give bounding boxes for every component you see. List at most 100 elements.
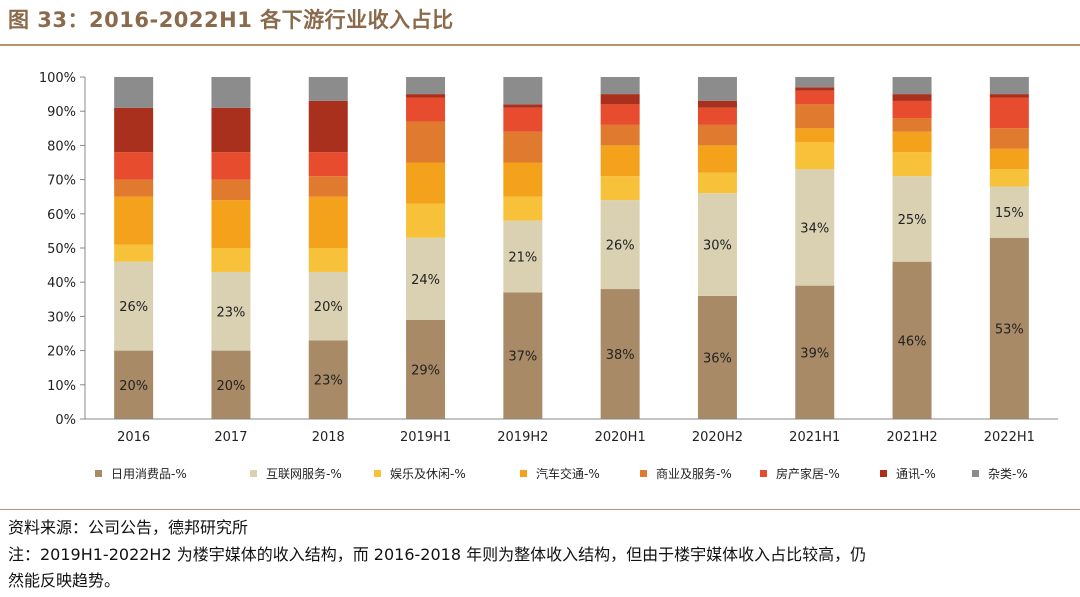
bar-segment xyxy=(600,145,640,177)
source-note: 资料来源：公司公告，德邦研究所 xyxy=(8,518,249,537)
data-label: 20% xyxy=(216,379,245,394)
bar-segment xyxy=(892,94,932,101)
x-tick-label: 2021H2 xyxy=(886,430,937,445)
legend-swatch xyxy=(95,470,102,477)
bar-segment xyxy=(503,104,543,108)
bar-segment xyxy=(697,124,737,146)
bar-segment xyxy=(795,141,835,170)
data-label: 20% xyxy=(314,300,343,315)
bar-segment xyxy=(795,104,835,129)
bar-segment xyxy=(892,100,932,119)
bar-segment xyxy=(600,77,640,95)
x-tick-label: 2019H1 xyxy=(400,430,451,445)
bar-segment xyxy=(308,100,348,153)
bar-segment xyxy=(600,289,640,419)
bar-segment xyxy=(114,152,154,180)
bar-segment xyxy=(503,77,543,105)
data-label: 15% xyxy=(995,206,1024,221)
bar-segment xyxy=(211,152,251,180)
bar-segment xyxy=(406,319,446,419)
bar-segment xyxy=(211,200,251,248)
data-label: 46% xyxy=(898,334,927,349)
data-label: 37% xyxy=(508,350,537,365)
data-label: 21% xyxy=(508,251,537,266)
bar-segment xyxy=(989,148,1029,170)
bar-segment xyxy=(406,121,446,163)
bar-segment xyxy=(892,152,932,177)
x-tick-label: 2017 xyxy=(214,430,247,445)
legend-label: 娱乐及休闲-% xyxy=(390,467,466,481)
data-label: 34% xyxy=(800,221,829,236)
legend-swatch xyxy=(250,470,257,477)
bar-segment xyxy=(697,172,737,194)
data-label: 39% xyxy=(800,346,829,361)
bar-segment xyxy=(697,295,737,419)
y-tick-label: 30% xyxy=(47,310,76,325)
data-label: 29% xyxy=(411,363,440,378)
bar-segment xyxy=(697,77,737,101)
bar-segment xyxy=(892,118,932,132)
y-tick-label: 40% xyxy=(47,276,76,291)
data-label: 20% xyxy=(119,379,148,394)
bar-segment xyxy=(503,292,543,419)
bar-segment xyxy=(114,244,154,262)
bar-segment xyxy=(503,162,543,197)
bar-segment xyxy=(600,176,640,201)
footnote-line-2: 然能反映趋势。 xyxy=(8,571,121,590)
bar-segment xyxy=(600,104,640,125)
bar-segment xyxy=(697,193,737,296)
bar-segment xyxy=(989,94,1029,98)
bar-segment xyxy=(308,248,348,272)
bar-segment xyxy=(308,271,348,341)
legend-label: 通讯-% xyxy=(896,467,936,481)
data-label: 38% xyxy=(606,348,635,363)
bar-segment xyxy=(697,107,737,125)
bar-segment xyxy=(211,271,251,351)
title-rule xyxy=(0,44,1080,46)
legend-label: 商业及服务-% xyxy=(656,466,732,481)
bar-segment xyxy=(308,196,348,248)
bar-segment xyxy=(892,77,932,95)
bar-segment xyxy=(114,179,154,197)
bar-segment xyxy=(989,77,1029,95)
legend-swatch xyxy=(760,470,767,477)
footer-rule xyxy=(0,509,1080,510)
data-label: 23% xyxy=(314,374,343,389)
legend-label: 杂类-% xyxy=(988,467,1028,481)
x-tick-label: 2021H1 xyxy=(789,430,840,445)
bar-segment xyxy=(600,124,640,146)
legend-swatch xyxy=(972,470,979,477)
x-tick-label: 2018 xyxy=(312,430,345,445)
bar-segment xyxy=(308,152,348,177)
bar-segment xyxy=(406,94,446,98)
legend-label: 汽车交通-% xyxy=(536,466,600,481)
legend-swatch xyxy=(520,470,527,477)
footnote-line-1: 注：2019H1-2022H2 为楼宇媒体的收入结构，而 2016-2018 年… xyxy=(8,545,867,564)
x-tick-label: 2016 xyxy=(117,430,150,445)
bar-segment xyxy=(989,237,1029,419)
x-tick-label: 2022H1 xyxy=(984,430,1035,445)
data-label: 23% xyxy=(216,305,245,320)
legend-label: 日用消费品-% xyxy=(111,467,187,481)
x-tick-label: 2020H2 xyxy=(692,430,743,445)
y-tick-label: 100% xyxy=(39,71,76,86)
bar-segment xyxy=(211,350,251,419)
bar-segment xyxy=(114,261,154,351)
stacked-bar-chart: 20% 26% 2016 20% 23% 2017 23% 20% 2018 29% 24% 2019… xyxy=(39,71,1058,481)
x-tick-label: 2019H2 xyxy=(497,430,548,445)
bar-segment xyxy=(406,162,446,204)
bar-segment xyxy=(503,196,543,221)
bar-segment xyxy=(406,203,446,238)
y-tick-label: 10% xyxy=(47,379,76,394)
y-tick-label: 80% xyxy=(47,139,76,154)
bar-segment xyxy=(503,131,543,163)
bar-segment xyxy=(989,186,1029,238)
bar-segment xyxy=(503,220,543,293)
bar-segment xyxy=(114,107,154,153)
bar-segment xyxy=(308,176,348,197)
bar-segment xyxy=(114,77,154,108)
y-tick-label: 0% xyxy=(55,413,76,428)
bar-segment xyxy=(406,237,446,320)
data-label: 26% xyxy=(606,239,635,254)
data-label: 24% xyxy=(411,273,440,288)
